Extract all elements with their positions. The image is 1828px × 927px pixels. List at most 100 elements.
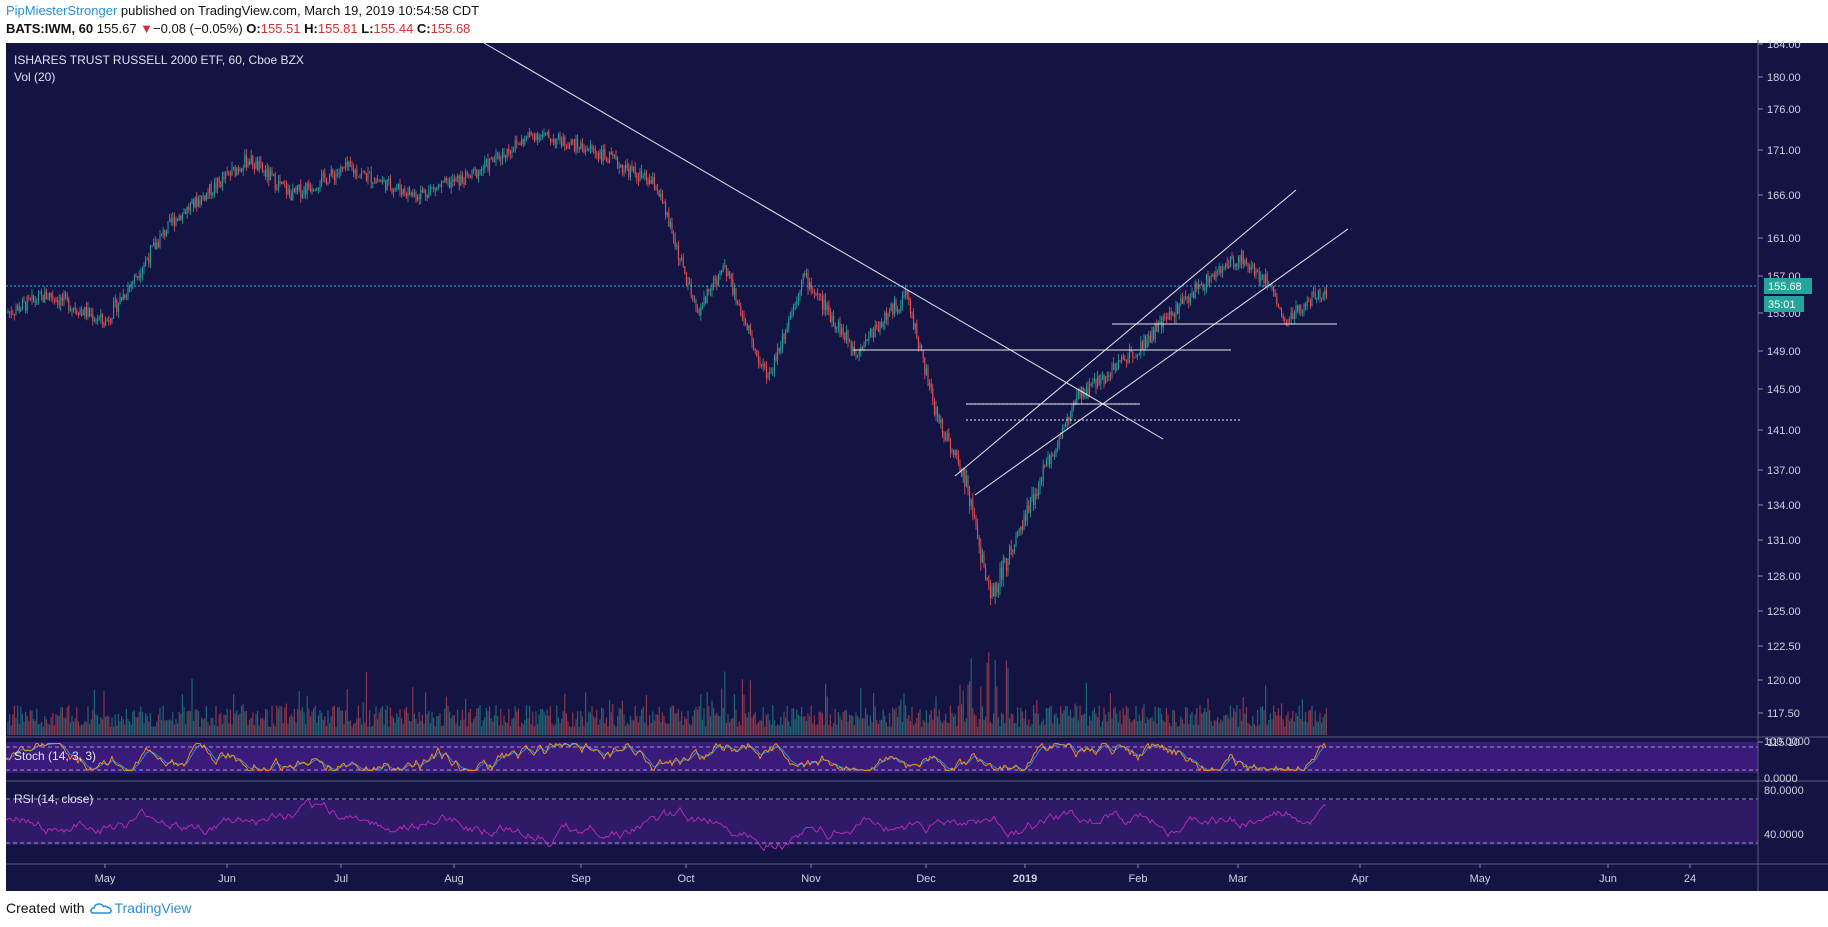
candle-body	[685, 273, 687, 285]
chart-canvas[interactable]: 184.00180.00176.00171.00166.00161.00157.…	[0, 40, 1828, 895]
volume-bar	[36, 709, 38, 735]
candle-body	[1140, 341, 1142, 354]
volume-bar	[133, 710, 135, 735]
volume-bar	[1140, 720, 1142, 735]
candle-body	[778, 348, 780, 352]
candle-body	[300, 184, 302, 198]
volume-bar	[924, 721, 926, 735]
candle-body	[666, 212, 668, 215]
candle-body	[9, 311, 11, 313]
volume-bar	[172, 711, 174, 735]
candle-body	[247, 161, 249, 167]
volume-bar	[135, 717, 137, 735]
volume-bar	[884, 715, 886, 735]
candle-body	[306, 183, 308, 194]
volume-bar	[1026, 725, 1028, 735]
volume-bar	[644, 722, 646, 735]
candle-body	[469, 175, 471, 178]
candle-body	[698, 309, 700, 316]
volume-bar	[498, 725, 500, 735]
candle-body	[1316, 297, 1318, 299]
volume-bar	[943, 720, 945, 735]
candle-body	[357, 176, 359, 178]
volume-bar	[1313, 726, 1315, 735]
volume-bar	[20, 706, 22, 735]
candle-body	[340, 166, 342, 173]
candle-body	[199, 199, 201, 204]
volume-bar	[799, 716, 801, 735]
candle-body	[321, 175, 323, 186]
volume-bar	[132, 711, 134, 735]
volume-bar	[436, 716, 438, 735]
candle-body	[573, 143, 575, 151]
volume-bar	[781, 725, 783, 735]
volume-bar	[1212, 725, 1214, 735]
candle-body	[794, 304, 796, 306]
volume-bar	[938, 709, 940, 735]
volume-bar	[367, 726, 369, 735]
volume-bar	[217, 726, 219, 735]
candle-body	[1141, 341, 1143, 350]
volume-bar	[905, 705, 907, 735]
volume-bar	[1244, 713, 1246, 735]
candle-body	[1322, 294, 1324, 300]
candle-body	[943, 432, 945, 439]
candle-body	[26, 297, 28, 311]
candle-body	[775, 357, 777, 360]
time-axis[interactable]: May Jun Jul Aug Sep Oct Nov Dec 2019 Feb Mar Apr May…	[95, 864, 1697, 885]
volume-bar	[585, 692, 587, 735]
candle-body	[487, 159, 489, 171]
candle-body	[805, 273, 807, 276]
candle-body	[1119, 360, 1121, 362]
candle-body	[1298, 304, 1300, 312]
candle-body	[50, 292, 52, 297]
volume-bar	[253, 725, 255, 735]
volume-bar	[426, 714, 428, 735]
volume-bar	[831, 726, 833, 735]
tradingview-logo-icon	[90, 903, 113, 915]
candle-body	[1017, 532, 1019, 536]
candle-body	[577, 138, 579, 148]
candle-body	[1137, 354, 1139, 356]
candle-body	[889, 310, 891, 314]
candle-body	[426, 195, 428, 198]
candle-body	[626, 165, 628, 168]
candle-body	[953, 450, 955, 456]
volume-bar	[114, 714, 116, 735]
volume-bar	[1135, 705, 1137, 735]
volume-bar	[737, 726, 739, 735]
candle-body	[265, 170, 267, 177]
candle-body	[441, 182, 443, 188]
candle-body	[804, 274, 806, 276]
candle-body	[671, 221, 673, 234]
author-link[interactable]: PipMiesterStronger	[6, 3, 118, 18]
price-tick-label: 137.00	[1767, 465, 1801, 477]
volume-bar	[356, 718, 358, 735]
candle-body	[468, 173, 470, 176]
volume-bar	[429, 723, 431, 735]
candle-body	[490, 158, 492, 160]
candle-body	[154, 242, 156, 250]
volume-bar	[1125, 705, 1127, 735]
candle-body	[769, 372, 771, 375]
volume-bar	[506, 723, 508, 735]
candle-body	[503, 152, 505, 156]
volume-bar	[1165, 708, 1167, 735]
volume-bar	[562, 711, 564, 735]
candle-body	[729, 271, 731, 275]
candle-body	[636, 173, 638, 179]
candle-body	[533, 134, 535, 140]
candle-body	[922, 350, 924, 358]
volume-bar	[997, 717, 999, 735]
candle-body	[949, 438, 951, 452]
volume-bar	[103, 690, 105, 735]
volume-bar	[1098, 705, 1100, 735]
candle-body	[722, 266, 724, 272]
volume-bar	[252, 712, 254, 735]
volume-bar	[572, 712, 574, 735]
candle-body	[797, 295, 799, 302]
candle-body	[236, 168, 238, 176]
tradingview-link[interactable]: TradingView	[114, 900, 192, 916]
volume-bar	[589, 712, 591, 735]
candle-body	[116, 299, 118, 312]
